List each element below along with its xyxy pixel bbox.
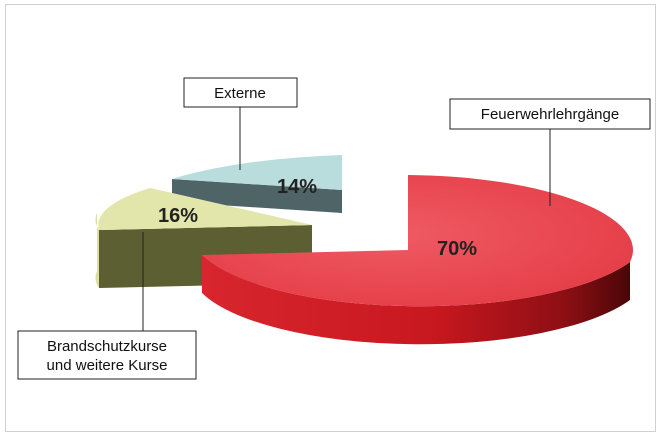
category-label-feuerwehr: Feuerwehrlehrgänge — [449, 98, 651, 206]
category-label-feuerwehr-text: Feuerwehrlehrgänge — [481, 106, 619, 123]
category-label-externe-text: Externe — [214, 85, 266, 102]
category-label-brandschutz: Brandschutzkurse und weitere Kurse — [17, 232, 197, 380]
value-label-externe: 14% — [277, 176, 317, 198]
value-label-feuerwehr: 70% — [437, 238, 477, 260]
value-label-brandschutz: 16% — [158, 205, 198, 227]
category-label-brandschutz-line1: Brandschutzkurse — [47, 338, 167, 355]
slice-feuerwehr-side — [202, 255, 630, 345]
category-label-externe: Externe — [183, 77, 298, 170]
category-label-brandschutz-line2: und weitere Kurse — [47, 357, 168, 374]
slice-brandschutz-rim — [95, 213, 99, 288]
slice-feuerwehr — [202, 175, 633, 345]
slice-feuerwehr-top — [202, 175, 633, 307]
slice-externe-top — [172, 155, 342, 190]
